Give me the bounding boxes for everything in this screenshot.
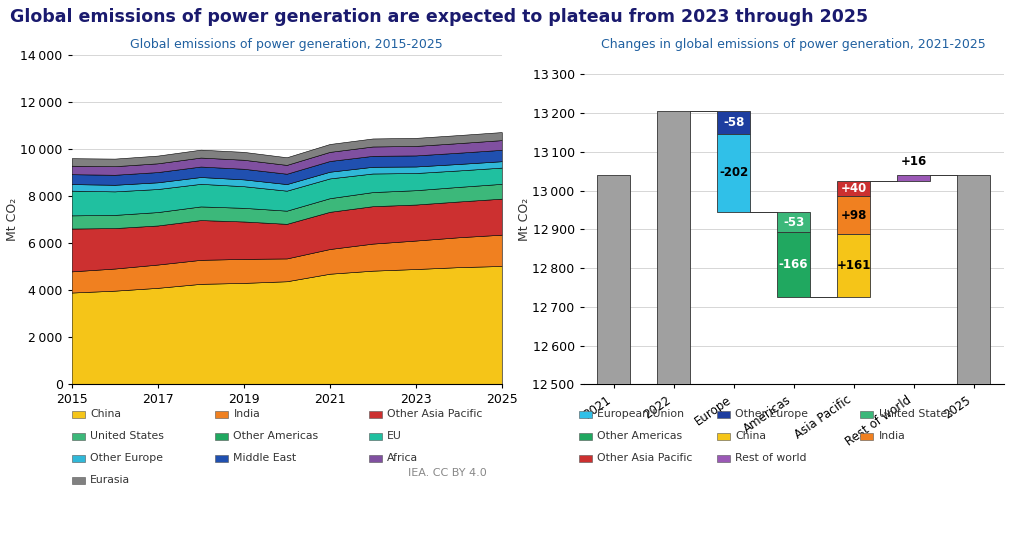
Text: Rest of world: Rest of world xyxy=(735,453,807,463)
Text: +98: +98 xyxy=(841,209,866,222)
Text: Eurasia: Eurasia xyxy=(90,475,130,485)
Text: EU: EU xyxy=(387,432,402,441)
Y-axis label: Mt CO₂: Mt CO₂ xyxy=(6,198,18,241)
Text: -58: -58 xyxy=(723,116,744,129)
Bar xyxy=(777,232,810,296)
Text: +40: +40 xyxy=(841,182,866,195)
Title: Global emissions of power generation, 2015-2025: Global emissions of power generation, 20… xyxy=(130,38,443,51)
Text: +16: +16 xyxy=(900,155,927,167)
Bar xyxy=(597,175,630,384)
Text: Other Europe: Other Europe xyxy=(90,453,163,463)
Bar xyxy=(837,234,870,296)
Text: Other Asia Pacific: Other Asia Pacific xyxy=(387,410,482,419)
Bar xyxy=(717,133,751,212)
Text: Other Asia Pacific: Other Asia Pacific xyxy=(597,453,692,463)
Text: United States: United States xyxy=(879,410,952,419)
Text: India: India xyxy=(879,432,905,441)
Text: India: India xyxy=(233,410,260,419)
Text: IEA. CC BY 4.0: IEA. CC BY 4.0 xyxy=(408,468,486,478)
Title: Changes in global emissions of power generation, 2021-2025: Changes in global emissions of power gen… xyxy=(601,38,986,51)
Text: European Union: European Union xyxy=(597,410,684,419)
Bar xyxy=(657,111,690,384)
Bar xyxy=(777,212,810,232)
Bar xyxy=(897,175,930,181)
Text: China: China xyxy=(735,432,766,441)
Text: -166: -166 xyxy=(779,258,808,271)
Text: Global emissions of power generation are expected to plateau from 2023 through 2: Global emissions of power generation are… xyxy=(10,8,868,26)
Text: Other Americas: Other Americas xyxy=(597,432,682,441)
Text: Other Europe: Other Europe xyxy=(735,410,808,419)
Text: China: China xyxy=(90,410,121,419)
Bar xyxy=(957,175,990,384)
Bar xyxy=(837,197,870,234)
Text: -202: -202 xyxy=(719,166,749,179)
Text: Middle East: Middle East xyxy=(233,453,297,463)
Text: +161: +161 xyxy=(837,259,870,272)
Text: Africa: Africa xyxy=(387,453,418,463)
Text: Other Americas: Other Americas xyxy=(233,432,318,441)
Text: United States: United States xyxy=(90,432,164,441)
Bar xyxy=(837,181,870,197)
Y-axis label: Mt CO₂: Mt CO₂ xyxy=(518,198,531,241)
Bar xyxy=(717,111,751,133)
Text: -53: -53 xyxy=(783,216,804,228)
